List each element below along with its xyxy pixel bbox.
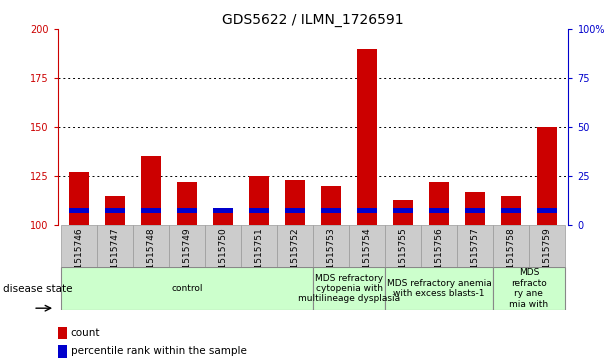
Bar [537, 208, 557, 213]
Text: GSM1515749: GSM1515749 [183, 227, 192, 288]
Bar [69, 208, 89, 213]
Bar [493, 267, 565, 310]
Bar [465, 192, 485, 225]
Bar [357, 49, 377, 225]
Bar [313, 267, 385, 310]
Bar [61, 225, 97, 267]
Bar [97, 225, 133, 267]
Bar [321, 186, 341, 225]
Bar [321, 208, 341, 213]
Bar [142, 156, 161, 225]
Text: GSM1515750: GSM1515750 [219, 227, 228, 288]
Bar [537, 127, 557, 225]
Text: GSM1515754: GSM1515754 [362, 227, 371, 288]
Text: GSM1515755: GSM1515755 [398, 227, 407, 288]
Bar [105, 196, 125, 225]
Bar [58, 345, 67, 358]
Bar [457, 225, 493, 267]
Text: GSM1515746: GSM1515746 [75, 227, 84, 288]
Bar [285, 208, 305, 213]
Bar [277, 225, 313, 267]
Text: GSM1515757: GSM1515757 [471, 227, 480, 288]
Bar [241, 225, 277, 267]
Bar [249, 208, 269, 213]
Bar [465, 208, 485, 213]
Bar [393, 200, 413, 225]
Text: count: count [71, 328, 100, 338]
Bar [421, 225, 457, 267]
Bar [178, 208, 197, 213]
Bar [385, 267, 493, 310]
Bar [61, 267, 313, 310]
Text: disease state: disease state [3, 284, 72, 294]
Text: GSM1515752: GSM1515752 [291, 227, 300, 288]
Bar [213, 209, 233, 225]
Bar [313, 225, 349, 267]
Bar [357, 208, 377, 213]
Text: MDS refractory anemia
with excess blasts-1: MDS refractory anemia with excess blasts… [387, 279, 491, 298]
Text: GSM1515747: GSM1515747 [111, 227, 120, 288]
Bar [285, 180, 305, 225]
Bar [69, 172, 89, 225]
Bar [58, 327, 67, 339]
Bar [501, 196, 521, 225]
Bar [429, 182, 449, 225]
Bar [393, 208, 413, 213]
Bar [501, 208, 521, 213]
Bar [169, 225, 206, 267]
Bar [133, 225, 169, 267]
Bar [249, 176, 269, 225]
Bar [105, 208, 125, 213]
Bar [429, 208, 449, 213]
Text: MDS refractory
cytopenia with
multilineage dysplasia: MDS refractory cytopenia with multilinea… [298, 274, 400, 303]
Text: GSM1515756: GSM1515756 [435, 227, 443, 288]
Bar [385, 225, 421, 267]
Text: MDS
refracto
ry ane
mia with: MDS refracto ry ane mia with [510, 269, 548, 309]
Bar [349, 225, 385, 267]
Bar [142, 208, 161, 213]
Text: GSM1515748: GSM1515748 [147, 227, 156, 288]
Text: GSM1515751: GSM1515751 [255, 227, 264, 288]
Bar [529, 225, 565, 267]
Text: GSM1515759: GSM1515759 [542, 227, 551, 288]
Bar [206, 225, 241, 267]
Bar [213, 208, 233, 213]
Text: GSM1515758: GSM1515758 [506, 227, 516, 288]
Bar [178, 182, 197, 225]
Text: GSM1515753: GSM1515753 [326, 227, 336, 288]
Text: percentile rank within the sample: percentile rank within the sample [71, 346, 246, 356]
Text: control: control [171, 284, 203, 293]
Bar [493, 225, 529, 267]
Title: GDS5622 / ILMN_1726591: GDS5622 / ILMN_1726591 [223, 13, 404, 26]
